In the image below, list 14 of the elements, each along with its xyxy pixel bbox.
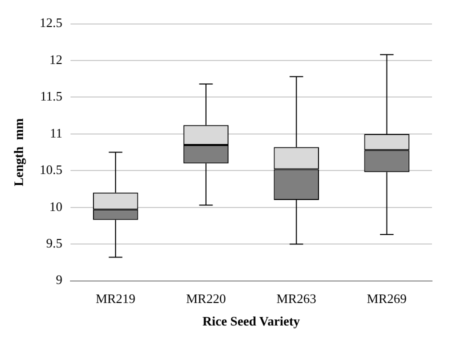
x-tick-label: MR263 [276, 291, 316, 306]
y-tick-label: 9.5 [46, 236, 62, 251]
y-tick-label: 11.5 [40, 88, 62, 104]
y-axis-title: Length mm [11, 118, 26, 186]
y-tick-label: 12.5 [40, 15, 62, 30]
y-tick-label: 10.5 [40, 162, 62, 178]
x-tick-label: MR219 [96, 291, 136, 306]
y-tick-label: 12 [49, 52, 62, 67]
x-axis-title: Rice Seed Variety [202, 314, 300, 329]
y-tick-label: 9 [56, 272, 62, 288]
y-tick-label: 11 [50, 125, 62, 140]
x-tick-label: MR269 [366, 291, 407, 306]
x-tick-label: MR220 [186, 291, 226, 306]
y-tick-label: 10 [49, 198, 62, 214]
